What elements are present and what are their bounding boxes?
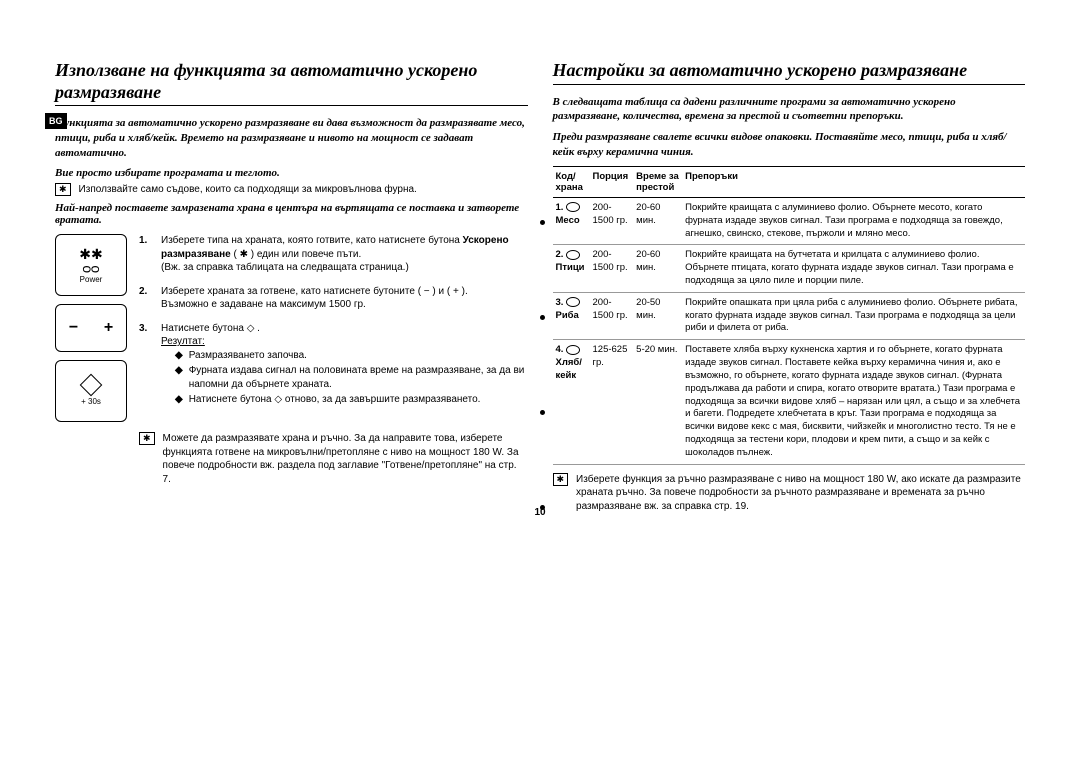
note-text: Изберете функция за ръчно размразяване с… — [576, 473, 1025, 514]
left-column: Използване на функцията за автоматично у… — [55, 60, 528, 513]
step-num: 3. — [139, 322, 153, 409]
cell: 200-1500 гр. — [590, 245, 634, 292]
power-button: ✱✱ ᴑᴑ Power — [55, 234, 127, 296]
th-portion: Порция — [590, 166, 634, 197]
result-label: Резултат: — [161, 336, 205, 347]
left-sub1: Вие просто избирате програмата и теглото… — [55, 167, 528, 179]
defrost-table: Код/храна Порция Време за престой Препор… — [553, 166, 1026, 465]
cell: Поставете хляба върху кухненска хартия и… — [682, 340, 1025, 464]
left-intro: Функцията за автоматично ускорено размра… — [55, 116, 528, 161]
cell: Покрийте опашката при цяла риба с алумин… — [682, 292, 1025, 339]
cell: 20-60 мин. — [633, 245, 682, 292]
step-1: 1. Изберете типа на храната, която готви… — [139, 234, 528, 275]
table-row: 3. Риба 200-1500 гр. 20-50 мин. Покрийте… — [553, 292, 1026, 339]
cell: 3. — [556, 297, 564, 308]
step-text: Изберете храната за готвене, като натисн… — [161, 286, 468, 297]
lang-tab: BG — [45, 113, 67, 129]
power-label: Power — [80, 275, 103, 284]
step-2: 2. Изберете храната за готвене, като нат… — [139, 285, 528, 312]
step-text: Възможно е задаване на максимум 1500 гр. — [161, 299, 366, 310]
note-icon: ✱ — [55, 183, 71, 196]
right-title: Настройки за автоматично ускорено размра… — [553, 60, 1026, 85]
step-num: 1. — [139, 234, 153, 275]
step-num: 2. — [139, 285, 153, 312]
th-code: Код/храна — [553, 166, 590, 197]
poultry-icon — [566, 250, 580, 260]
left-bottom-note: ✱ Можете да размразявате храна и ръчно. … — [139, 432, 528, 486]
step-3: 3. Натиснете бутона ◇ . Резултат: ◆Размр… — [139, 322, 528, 409]
right-column: Настройки за автоматично ускорено размра… — [553, 60, 1026, 513]
step-text: Изберете типа на храната, която готвите,… — [161, 235, 463, 246]
page: BG Използване на функцията за автоматичн… — [0, 0, 1080, 533]
note-text: Можете да размразявате храна и ръчно. За… — [163, 432, 528, 486]
cell: 4. — [556, 344, 564, 355]
bullet-text: Размразяването започва. — [189, 349, 307, 363]
page-number: 10 — [534, 507, 545, 518]
step-text: ( ✱ ) един или повече пъти. — [231, 249, 362, 260]
cell: 200-1500 гр. — [590, 197, 634, 244]
left-note1: ✱ Използвайте само съдове, които са подх… — [55, 183, 528, 197]
bread-icon — [566, 345, 580, 355]
cell: Птици — [556, 262, 585, 273]
control-panel: ✱✱ ᴑᴑ Power −+ + 30s — [55, 234, 127, 422]
drops-icon: ᴑᴑ — [82, 261, 99, 275]
cell: Покрийте краищата с алуминиево фолио. Об… — [682, 197, 1025, 244]
cell: Покрийте краищата на бутчетата и крилцат… — [682, 245, 1025, 292]
right-intro2: Преди размразяване свалете всички видове… — [553, 130, 1026, 160]
th-rec: Препоръки — [682, 166, 1025, 197]
snowflake-icon: ✱✱ — [79, 247, 102, 261]
cell: Риба — [556, 310, 579, 321]
cell: 20-50 мин. — [633, 292, 682, 339]
binder-dots — [540, 220, 545, 510]
left-sub2: Най-напред поставете замразената храна в… — [55, 202, 528, 226]
cell: Хляб/кейк — [556, 357, 582, 381]
cell: 200-1500 гр. — [590, 292, 634, 339]
bullets: ◆Размразяването започва. ◆Фурната издава… — [175, 349, 528, 407]
note-icon: ✱ — [139, 432, 155, 445]
cell: 125-625 гр. — [590, 340, 634, 464]
plus-minus-button: −+ — [55, 304, 127, 352]
table-row: 2. Птици 200-1500 гр. 20-60 мин. Покрийт… — [553, 245, 1026, 292]
bullet-text: Фурната издава сигнал на половината врем… — [189, 364, 528, 391]
left-title: Използване на функцията за автоматично у… — [55, 60, 528, 106]
step-text: Натиснете бутона ◇ . — [161, 323, 260, 334]
note-icon: ✱ — [553, 473, 569, 486]
note-text: Използвайте само съдове, които са подход… — [79, 183, 417, 197]
steps-list: 1. Изберете типа на храната, която готви… — [139, 234, 528, 422]
th-time: Време за престой — [633, 166, 682, 197]
table-row: 4. Хляб/кейк 125-625 гр. 5-20 мин. Поста… — [553, 340, 1026, 464]
step-text: (Вж. за справка таблицата на следващата … — [161, 262, 409, 273]
cell: 5-20 мин. — [633, 340, 682, 464]
plus30-label: + 30s — [81, 397, 101, 406]
right-intro1: В следващата таблица са дадени различнит… — [553, 95, 1026, 125]
cell: 1. — [556, 202, 564, 213]
right-note: ✱ Изберете функция за ръчно размразяване… — [553, 473, 1026, 514]
start-button: + 30s — [55, 360, 127, 422]
left-body: ✱✱ ᴑᴑ Power −+ + 30s 1. — [55, 234, 528, 422]
fish-icon — [566, 297, 580, 307]
table-row: 1. Месо 200-1500 гр. 20-60 мин. Покрийте… — [553, 197, 1026, 244]
cell: Месо — [556, 215, 580, 226]
cell: 20-60 мин. — [633, 197, 682, 244]
bullet-text: Натиснете бутона ◇ отново, за да завърши… — [189, 393, 481, 407]
meat-icon — [566, 202, 580, 212]
cell: 2. — [556, 249, 564, 260]
diamond-icon — [80, 373, 103, 396]
